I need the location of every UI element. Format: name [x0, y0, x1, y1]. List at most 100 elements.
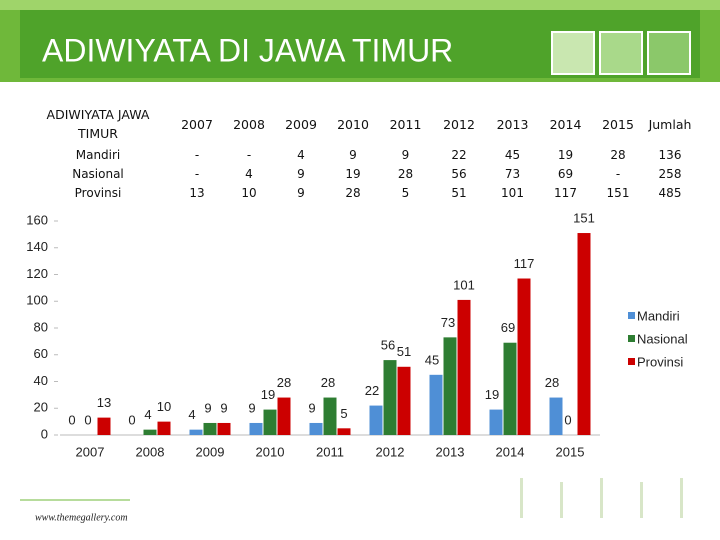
table-cell: 136 — [658, 148, 682, 162]
data-label: 69 — [501, 320, 515, 335]
table-cell: 45 — [504, 148, 521, 162]
legend-label: Mandiri — [637, 308, 680, 323]
bar — [383, 360, 397, 435]
bar — [549, 397, 563, 435]
table-cell: 10 — [241, 186, 257, 200]
table-cell: ADIWIYATA JAWA TIMUR — [46, 107, 150, 141]
table-cell: 2012 — [443, 116, 475, 132]
bar — [503, 342, 517, 435]
table-cell: 2007 — [181, 116, 213, 132]
legend-label: Nasional — [637, 331, 688, 346]
deco-square — [647, 31, 691, 75]
legend-swatch — [628, 312, 635, 319]
x-tick-label: 2011 — [316, 444, 344, 459]
data-label: 22 — [365, 383, 379, 398]
bar — [97, 417, 111, 435]
bar — [369, 405, 383, 435]
bar — [489, 409, 503, 435]
data-label: 10 — [157, 399, 171, 414]
x-tick-label: 2012 — [376, 444, 405, 459]
data-label: 101 — [453, 277, 475, 292]
y-tick-label: 80 — [34, 319, 48, 334]
data-label: 151 — [573, 210, 595, 225]
table-cell: 2010 — [337, 116, 369, 132]
table-cell: 9 — [297, 186, 305, 200]
legend-swatch — [628, 335, 635, 342]
data-label: 19 — [261, 387, 275, 402]
bar — [429, 374, 443, 435]
bar — [323, 397, 337, 435]
table-row: Nasional - 4 9 19 28 56 73 69 - 258 — [25, 165, 696, 184]
bar — [249, 422, 263, 435]
bar — [217, 422, 231, 435]
table-cell: 9 — [349, 148, 357, 162]
table-cell: 28 — [610, 148, 626, 162]
table-cell: 22 — [451, 148, 467, 162]
data-label: 4 — [144, 407, 151, 422]
bar — [143, 429, 157, 435]
data-label: 45 — [425, 352, 439, 367]
data-label: 9 — [204, 400, 211, 415]
title-bar-top — [0, 0, 720, 10]
table-cell: 56 — [451, 167, 467, 181]
deco-square — [599, 31, 643, 75]
bar — [157, 421, 171, 435]
y-tick-label: 160 — [26, 212, 48, 227]
x-tick-label: 2015 — [556, 444, 585, 459]
table-cell: 9 — [297, 167, 305, 181]
bar — [517, 278, 531, 435]
data-label: 4 — [188, 407, 195, 422]
bar — [577, 233, 591, 435]
x-tick-label: 2013 — [436, 444, 465, 459]
slide-title: ADIWIYATA DI JAWA TIMUR — [42, 32, 453, 68]
table-cell: 9 — [401, 148, 410, 162]
data-label: 28 — [277, 375, 291, 390]
table-cell: 4 — [297, 148, 305, 162]
table-cell: 19 — [345, 167, 361, 181]
table-cell: 51 — [451, 186, 467, 200]
table-row: ADIWIYATA JAWA TIMUR 2007 2008 2009 2010 2011… — [25, 102, 696, 146]
table-cell: 13 — [189, 186, 205, 200]
bar — [443, 337, 457, 435]
footer: www.themegallery.com — [35, 512, 128, 523]
data-label: 9 — [248, 400, 255, 415]
data-label: 0 — [68, 412, 75, 427]
y-tick-label: 100 — [26, 293, 48, 308]
table-row: Mandiri - - 4 9 9 22 45 19 28 136 — [25, 146, 696, 165]
data-label: 0 — [84, 412, 91, 427]
legend-swatch — [628, 358, 635, 365]
bar — [457, 299, 471, 435]
data-label: 28 — [321, 375, 335, 390]
table-cell: 2013 — [496, 116, 529, 132]
data-label: 9 — [220, 400, 227, 415]
data-label: 0 — [128, 412, 135, 427]
table-cell: - — [615, 167, 621, 181]
y-tick-label: 40 — [34, 373, 48, 388]
table-cell: Provinsi — [74, 186, 122, 200]
table-cell: - — [194, 167, 200, 181]
data-table: ADIWIYATA JAWA TIMUR 2007 2008 2009 2010 2011… — [25, 102, 696, 203]
x-tick-label: 2007 — [76, 444, 105, 459]
data-label: 73 — [441, 315, 455, 330]
table-cell: 2015 — [602, 116, 634, 132]
table-cell: 69 — [557, 167, 574, 181]
bar — [263, 409, 277, 435]
data-label: 9 — [308, 400, 315, 415]
bar — [189, 429, 203, 435]
data-label: 28 — [545, 375, 559, 390]
table-cell: Nasional — [72, 167, 124, 181]
data-label: 0 — [564, 412, 571, 427]
deco-plants — [520, 478, 683, 518]
table-cell: 5 — [401, 186, 410, 200]
table-cell: 28 — [345, 186, 361, 200]
data-label: 117 — [514, 256, 535, 271]
bar — [337, 428, 351, 435]
y-tick-label: 60 — [34, 346, 48, 361]
y-tick-label: 0 — [41, 426, 48, 441]
x-tick-label: 2009 — [196, 444, 225, 459]
legend-label: Provinsi — [637, 354, 683, 369]
bar — [203, 422, 217, 435]
data-label: 51 — [397, 344, 411, 359]
data-label: 19 — [485, 387, 499, 402]
